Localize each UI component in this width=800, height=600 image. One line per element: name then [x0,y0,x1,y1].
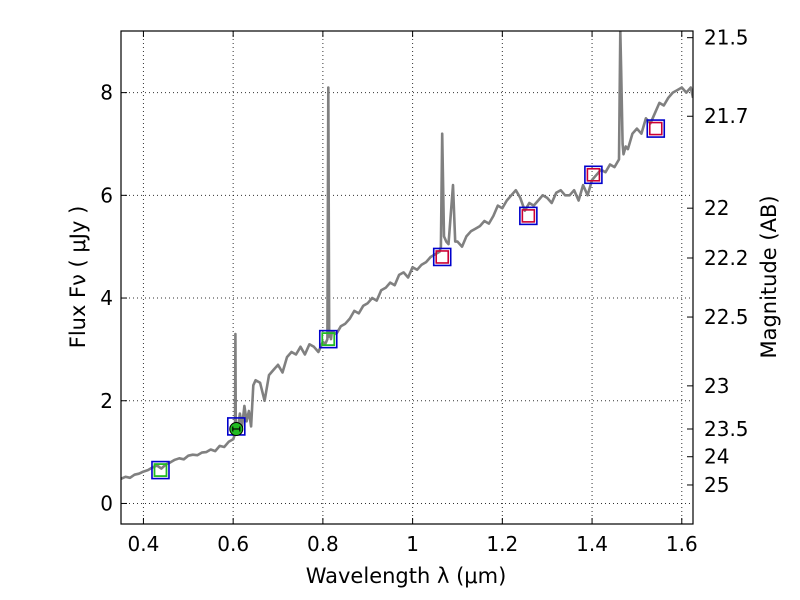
spectrum-layer [121,31,693,480]
y-tick-label: 0 [100,491,113,515]
y-axis-label-right: Magnitude (AB) [757,195,781,358]
grid-lines [121,31,693,524]
model-square-marker [646,119,666,138]
x-tick-label: 1 [406,532,419,556]
y-tick-label: 2 [100,389,113,413]
green-square-marker [321,332,336,347]
model-square-marker [584,165,603,185]
x-tick-label: 0.8 [307,532,339,556]
right-tick-label: 22.5 [704,305,749,329]
y-tick-labels: 0 2 4 6 8 [100,81,113,516]
spectrum-line [121,31,693,480]
observed-square-marker [648,121,663,136]
x-tick-label: 1.6 [666,532,698,556]
x-axis-label: Wavelength λ (μm) [306,564,507,588]
photometry-markers [151,119,666,480]
y-tick-label: 8 [100,81,113,105]
y-tick-label: 6 [100,183,113,207]
plot-frame [120,30,694,525]
right-tick-label: 23.5 [704,417,749,441]
x-tick-labels: 0.4 0.6 0.8 1 1.2 1.4 1.6 [128,532,698,556]
axis-ticks [121,31,693,524]
right-tick-label: 25 [704,473,729,497]
x-tick-label: 0.4 [128,532,160,556]
x-tick-label: 1.4 [576,532,608,556]
right-tick-label: 21.5 [704,26,749,50]
x-tick-label: 1.2 [486,532,518,556]
right-tick-labels: 21.5 21.7 22 22.2 22.5 23 23.5 24 25 [704,26,749,497]
observed-square-marker [586,167,601,182]
right-tick-label: 22.2 [704,246,749,270]
model-square-marker [151,460,170,480]
x-tick-label: 0.6 [217,532,249,556]
y-tick-label: 4 [100,286,113,310]
right-tick-label: 24 [704,445,729,469]
model-square-marker [318,329,338,349]
green-square-marker [153,463,168,477]
right-tick-label: 23 [704,374,729,398]
observed-square-marker [521,209,536,223]
model-square-marker [519,206,538,226]
model-square-marker [432,247,452,267]
y-axis-label-left: Flux Fν ( μJy ) [66,206,90,349]
observed-square-marker [435,250,450,264]
right-tick-label: 22 [704,196,729,220]
right-tick-label: 21.7 [704,104,749,128]
